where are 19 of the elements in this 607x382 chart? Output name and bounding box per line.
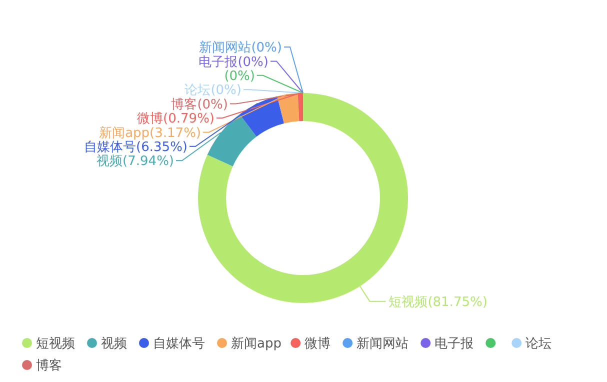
text: (0%) — [224, 68, 255, 84]
category-label: 自媒体号(6.35%) — [84, 140, 188, 155]
category-label: 博客(0%) — [171, 97, 228, 112]
legend-label: 论坛 — [526, 336, 552, 352]
legend-label: 自媒体号 — [153, 336, 205, 352]
legend-label: 视频 — [101, 336, 127, 352]
category-label: 视频(7.94%) — [96, 154, 174, 170]
category-label: 新闻app(3.17%) — [99, 126, 201, 141]
category-label: 短视频(81.75%) — [388, 294, 488, 310]
legend-label: 短视频 — [36, 336, 75, 352]
category-label: 论坛(0%) — [184, 83, 242, 98]
legend-label: 新闻app — [231, 336, 282, 352]
category-label: 电子报(0%) — [198, 54, 268, 70]
category-label: 微博(0.79%) — [137, 112, 214, 127]
legend-label: 新闻网站 — [356, 336, 409, 352]
legend-label: 博客 — [36, 358, 62, 374]
category-label: 新闻网站(0%) — [199, 40, 282, 56]
legend-label: 电子报 — [434, 336, 474, 352]
legend-label: 微博 — [304, 336, 331, 352]
